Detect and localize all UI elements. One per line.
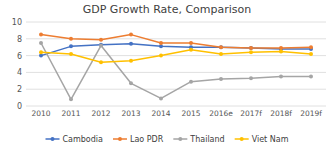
series-point <box>189 48 193 52</box>
y-tick-label: 6 <box>17 52 22 61</box>
series-point <box>249 46 253 50</box>
series-point <box>69 37 73 41</box>
series-point <box>99 43 103 47</box>
series-point <box>99 38 103 42</box>
legend-item: Thailand <box>173 135 224 144</box>
series-line <box>41 43 311 99</box>
legend: Cambodia Lao PDR Thailand Viet Nam <box>46 135 289 144</box>
grid-line <box>26 72 326 73</box>
grid-line <box>26 22 326 23</box>
x-tick-label: 2015 <box>181 109 200 118</box>
legend-item: Cambodia <box>46 135 104 144</box>
series-point <box>219 45 223 49</box>
y-tick-label: 2 <box>17 85 22 94</box>
series-point <box>249 46 253 50</box>
series-point <box>69 97 73 101</box>
series-point <box>99 60 103 64</box>
series-point <box>249 50 253 54</box>
legend-label: Cambodia <box>63 135 104 144</box>
legend-item: Lao PDR <box>113 135 164 144</box>
legend-label: Thailand <box>189 135 224 144</box>
series-point <box>189 41 193 45</box>
series-point <box>309 45 313 49</box>
series-point <box>129 33 133 37</box>
series-point <box>309 75 313 79</box>
legend-marker <box>51 137 55 141</box>
series-point <box>129 81 133 85</box>
series-point <box>69 44 73 48</box>
series-line <box>41 50 311 63</box>
series-point <box>39 50 43 54</box>
legend-label: Viet Nam <box>252 135 289 144</box>
series-line <box>41 44 311 56</box>
x-tick-label: 2016e <box>209 109 233 118</box>
series-point <box>279 49 283 53</box>
series-point <box>219 52 223 56</box>
plot-area <box>39 33 313 102</box>
legend-marker <box>178 137 182 141</box>
series-point <box>39 33 43 37</box>
x-tick-label: 2014 <box>151 109 170 118</box>
x-tick-label: 2013 <box>121 109 140 118</box>
series-point <box>99 44 103 48</box>
legend-label: Lao PDR <box>130 135 164 144</box>
x-tick-label: 2019f <box>300 109 322 118</box>
series-point <box>189 80 193 84</box>
y-tick-label: 8 <box>17 35 22 44</box>
x-tick-label: 2017f <box>240 109 262 118</box>
series-point <box>219 45 223 49</box>
series-point <box>39 41 43 45</box>
y-tick-label: 4 <box>17 68 22 77</box>
series-point <box>279 75 283 79</box>
y-tick-label: 0 <box>17 102 22 111</box>
y-tick-label: 10 <box>12 18 22 27</box>
series-point <box>249 76 253 80</box>
series-point <box>129 42 133 46</box>
x-tick-label: 2010 <box>31 109 50 118</box>
series-point <box>69 52 73 56</box>
x-tick-label: 2012 <box>91 109 110 118</box>
legend-marker <box>118 137 122 141</box>
x-tick-label: 2011 <box>61 109 80 118</box>
series-point <box>129 59 133 63</box>
legend-item: Viet Nam <box>235 135 289 144</box>
series-point <box>159 96 163 100</box>
title: GDP Growth Rate, Comparison <box>83 3 252 16</box>
series-line <box>41 35 311 48</box>
series-point <box>219 77 223 81</box>
series-point <box>309 52 313 56</box>
series-point <box>159 54 163 58</box>
grid-line <box>26 106 326 107</box>
x-tick-label: 2018f <box>270 109 292 118</box>
series-point <box>159 41 163 45</box>
legend-marker <box>240 137 244 141</box>
